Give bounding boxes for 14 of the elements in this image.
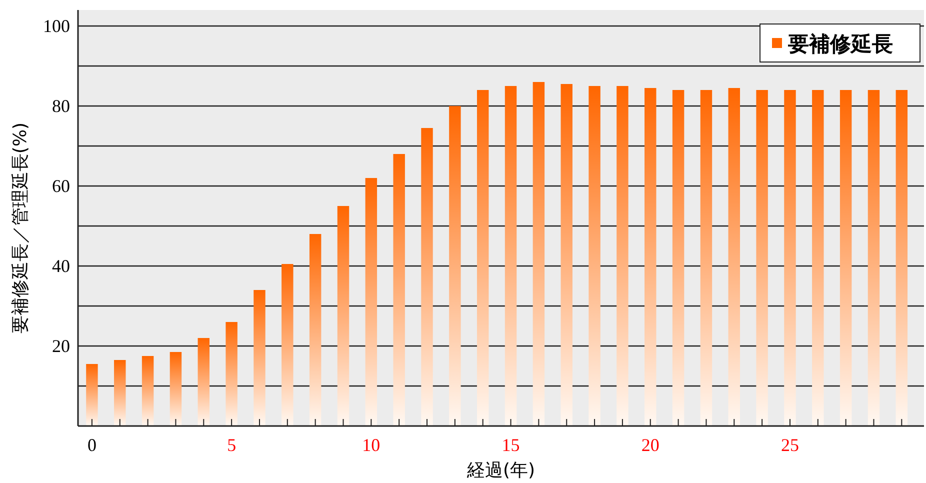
x-tick-label: 10 xyxy=(362,435,380,455)
y-tick-label: 100 xyxy=(43,16,70,36)
y-axis-title: 要補修延長／管理延長(%) xyxy=(10,122,31,334)
x-tick-label: 25 xyxy=(780,435,799,455)
y-tick-label: 80 xyxy=(52,96,70,116)
y-tick-label: 20 xyxy=(52,336,70,356)
x-axis-title: 経過(年) xyxy=(466,460,536,481)
y-tick-label: 60 xyxy=(52,176,70,196)
x-tick-label: 0 xyxy=(87,435,96,455)
x-tick-label: 5 xyxy=(227,435,236,455)
y-tick-label: 40 xyxy=(52,256,70,276)
x-tick-label: 20 xyxy=(641,435,660,455)
legend-label: 要補修延長 xyxy=(787,32,893,56)
x-tick-label: 15 xyxy=(502,435,520,455)
